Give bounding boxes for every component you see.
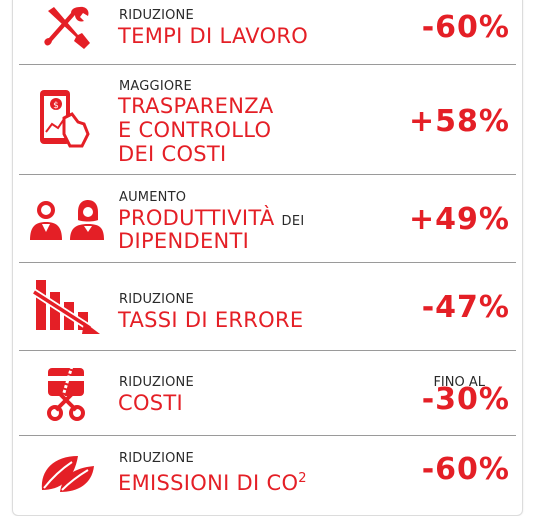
divider <box>19 174 516 175</box>
row3-title-suffix: DEI <box>281 214 305 229</box>
row4-label: RIDUZIONE <box>119 292 194 307</box>
row5-title: COSTI <box>118 391 184 415</box>
row6-label: RIDUZIONE <box>119 451 194 466</box>
row6-value: -60% <box>421 452 510 487</box>
divider <box>19 64 516 65</box>
people-icon <box>28 198 106 240</box>
row3-title-main: PRODUTTIVITÀ <box>118 206 275 230</box>
card-scissors-icon <box>46 366 88 422</box>
row2-value: +58% <box>409 104 510 139</box>
divider <box>19 435 516 436</box>
row2-label: MAGGIORE <box>119 79 192 94</box>
row2-title-line2: E CONTROLLO <box>118 118 272 142</box>
row4-title: TASSI DI ERRORE <box>118 308 304 332</box>
row2-title-line3: DEI COSTI <box>118 142 227 166</box>
row1-label: RIDUZIONE <box>119 8 194 23</box>
row2-title-line1: TRASPARENZA <box>118 94 274 118</box>
leaves-icon <box>38 450 96 494</box>
row6-title: EMISSIONI DI CO2 <box>118 467 307 495</box>
row3-title-line2: DIPENDENTI <box>118 229 250 253</box>
row6-title-main: EMISSIONI DI CO <box>118 471 299 495</box>
svg-text:$: $ <box>53 101 59 111</box>
row5-value: -30% <box>421 382 510 417</box>
row1-title: TEMPI DI LAVORO <box>118 24 309 48</box>
row5-label: RIDUZIONE <box>119 375 194 390</box>
divider <box>19 262 516 263</box>
divider <box>19 350 516 351</box>
row3-label: AUMENTO <box>119 190 187 205</box>
row6-title-sup: 2 <box>298 471 307 486</box>
row3-value: +49% <box>409 202 510 237</box>
tablet-money-icon: $ <box>38 88 94 150</box>
infographic-card <box>12 0 523 516</box>
row4-value: -47% <box>421 290 510 325</box>
row5-prefix: FINO AL <box>433 375 485 390</box>
declining-bars-icon <box>32 278 104 336</box>
tools-icon <box>42 5 92 51</box>
row1-value: -60% <box>421 10 510 45</box>
row3-title-line1: PRODUTTIVITÀ DEI <box>118 206 304 234</box>
